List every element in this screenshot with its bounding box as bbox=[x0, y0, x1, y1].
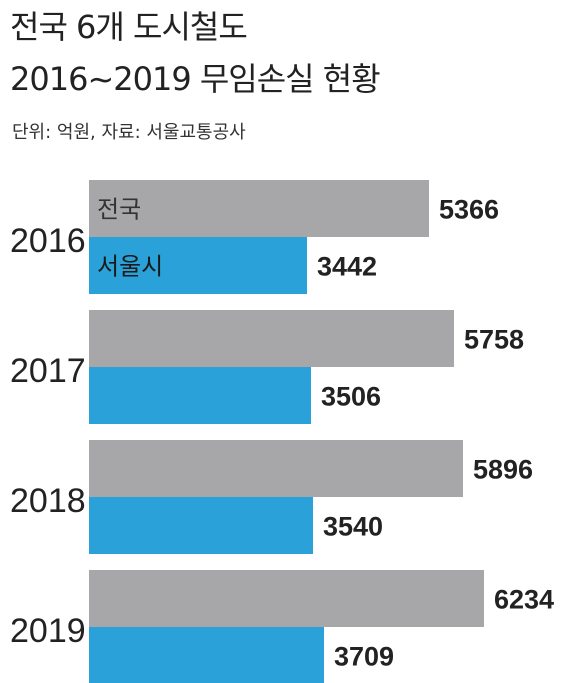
chart-title-line-1: 전국 6개 도시철도 bbox=[10, 8, 248, 46]
value-label-national-2017: 5758 bbox=[464, 325, 524, 355]
year-label-2016: 2016 bbox=[10, 222, 86, 260]
bar-seoul-2019 bbox=[89, 627, 324, 683]
bar-group-2018: 2018 5896 3540 bbox=[10, 440, 533, 554]
chart-title-line-2: 2016~2019 무임손실 현황 bbox=[10, 60, 381, 98]
chart-subtitle: 단위: 억원, 자료: 서울교통공사 bbox=[12, 122, 246, 143]
bar-seoul-2017 bbox=[89, 367, 311, 424]
value-label-national-2018: 5896 bbox=[473, 455, 533, 485]
series-label-seoul: 서울시 bbox=[97, 253, 163, 281]
bar-group-2019: 2019 6234 3709 bbox=[10, 570, 554, 683]
bar-group-2016: 2016 5366 전국 3442 서울시 bbox=[10, 180, 499, 294]
series-label-national: 전국 bbox=[97, 196, 141, 224]
bar-seoul-2016 bbox=[89, 237, 307, 294]
year-label-2017: 2017 bbox=[10, 352, 86, 390]
bar-national-2017 bbox=[89, 310, 454, 367]
bar-national-2018 bbox=[89, 440, 463, 497]
bar-group-2017: 2017 5758 3506 bbox=[10, 310, 524, 424]
value-label-national-2016: 5366 bbox=[439, 195, 499, 225]
value-label-seoul-2017: 3506 bbox=[321, 382, 381, 412]
year-label-2018: 2018 bbox=[10, 482, 86, 520]
value-label-seoul-2019: 3709 bbox=[334, 642, 394, 672]
bar-seoul-2018 bbox=[89, 497, 313, 554]
bar-national-2019 bbox=[89, 570, 484, 627]
year-label-2019: 2019 bbox=[10, 612, 86, 650]
value-label-seoul-2018: 3540 bbox=[323, 512, 383, 542]
value-label-seoul-2016: 3442 bbox=[317, 252, 377, 282]
bar-national-2016 bbox=[89, 180, 429, 237]
value-label-national-2019: 6234 bbox=[494, 585, 554, 615]
